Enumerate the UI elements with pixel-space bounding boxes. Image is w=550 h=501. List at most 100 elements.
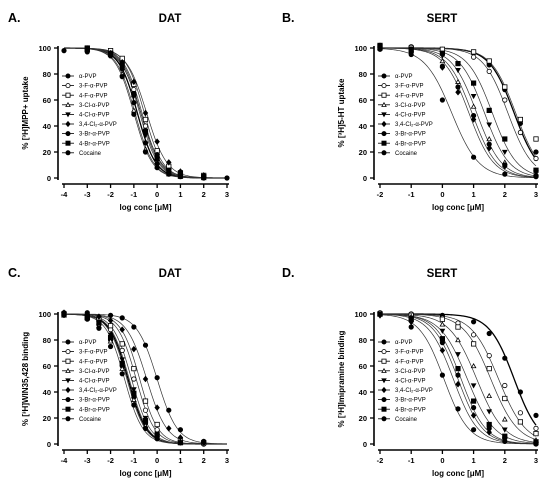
y-tick-label: 100: [38, 310, 51, 319]
data-point: [503, 434, 507, 438]
data-point: [108, 344, 112, 348]
y-tick-label: 60: [359, 96, 367, 105]
panel-label: B.: [282, 11, 295, 25]
data-point: [471, 342, 475, 346]
legend-marker: [382, 121, 386, 126]
data-point: [503, 137, 507, 141]
legend-entry: 3,4-Cl₂-α-PVP: [395, 388, 433, 394]
legend-marker: [66, 359, 70, 363]
x-axis-label: log conc [μM]: [432, 203, 484, 212]
legend-entry: 4-Br-α-PVP: [395, 141, 426, 147]
x-tick-label: 0: [155, 190, 159, 199]
data-point: [471, 428, 475, 432]
legend-marker: [382, 151, 386, 155]
y-tick-label: 60: [43, 96, 51, 105]
y-tick-label: 40: [43, 122, 51, 131]
y-tick-label: 20: [359, 148, 367, 157]
data-point: [178, 441, 182, 445]
data-point: [143, 399, 147, 403]
data-point: [534, 431, 538, 435]
legend-entry: 4-F-α-PVP: [395, 359, 423, 365]
legend-marker: [66, 350, 70, 354]
data-point: [471, 94, 475, 98]
x-tick-label: -2: [107, 190, 114, 199]
legend-marker: [382, 84, 386, 88]
x-tick-label: 2: [503, 190, 507, 199]
x-tick-label: 2: [202, 190, 206, 199]
data-point: [409, 52, 413, 56]
x-tick-label: -2: [377, 190, 384, 199]
y-tick-label: 100: [354, 310, 367, 319]
legend-entry: 3-Cl-α-PVP: [79, 103, 109, 109]
data-point: [518, 390, 522, 394]
x-tick-label: 0: [440, 456, 444, 465]
legend-entry: Cocaine: [395, 417, 418, 423]
x-tick-label: -4: [61, 190, 68, 199]
data-point: [202, 439, 206, 443]
x-tick-label: -2: [377, 456, 384, 465]
data-point: [155, 433, 159, 437]
legend-marker: [382, 407, 386, 411]
data-point: [167, 168, 171, 172]
data-point: [440, 329, 444, 333]
data-point: [534, 442, 538, 446]
legend-entry: 3-F-α-PVP: [79, 84, 107, 90]
data-point: [534, 413, 538, 417]
legend-marker: [66, 340, 70, 344]
legend-marker: [382, 359, 386, 363]
data-point: [132, 325, 136, 329]
data-point: [85, 316, 89, 320]
data-point: [487, 422, 491, 426]
data-point: [132, 403, 136, 407]
legend-marker: [382, 141, 386, 145]
legend-entry: α-PVP: [395, 74, 412, 80]
legend: α-PVP 3-F-α-PVP 4-F-α-PVP 3-Cl-α-PVP 4-Cl-α-…: [378, 74, 433, 157]
data-point: [155, 152, 159, 156]
x-tick-label: -1: [131, 190, 138, 199]
data-point: [85, 50, 89, 54]
x-tick-label: 3: [534, 456, 538, 465]
data-point: [409, 325, 413, 329]
data-point: [132, 91, 136, 95]
x-tick-label: 0: [440, 190, 444, 199]
legend-marker: [382, 103, 386, 107]
legend-marker: [66, 141, 70, 145]
data-point: [108, 313, 112, 317]
data-point: [471, 50, 475, 54]
panel-title: SERT: [427, 13, 458, 25]
data-point: [487, 108, 491, 112]
legend-entry: 4-Br-α-PVP: [79, 141, 110, 147]
data-point: [487, 123, 491, 127]
data-point: [120, 327, 124, 332]
x-tick-label: -4: [61, 456, 68, 465]
legend-entry: 3,4-Cl₂-α-PVP: [79, 122, 117, 128]
data-point: [487, 331, 491, 335]
legend-entry: α-PVP: [79, 340, 96, 346]
x-tick-label: -3: [84, 456, 91, 465]
x-tick-label: -2: [107, 456, 114, 465]
data-point: [471, 384, 475, 388]
legend-entry: 3-Cl-α-PVP: [395, 103, 425, 109]
data-point: [456, 407, 460, 411]
legend-entry: 3-Cl-α-PVP: [79, 369, 109, 375]
data-point: [132, 112, 136, 116]
legend-entry: 4-F-α-PVP: [395, 93, 423, 99]
legend-marker: [382, 113, 386, 117]
data-point: [97, 326, 101, 330]
data-point: [132, 391, 136, 395]
data-point: [456, 373, 460, 377]
legend-entry: 3-Br-α-PVP: [79, 132, 110, 138]
data-point: [471, 104, 475, 108]
legend-entry: 4-Br-α-PVP: [395, 407, 426, 413]
data-point: [534, 175, 538, 179]
data-point: [534, 150, 538, 154]
data-point: [518, 411, 522, 415]
data-point: [143, 141, 147, 145]
data-point: [456, 85, 460, 89]
data-point: [62, 48, 66, 52]
panel-title: DAT: [159, 13, 182, 25]
legend-marker: [66, 151, 70, 155]
data-point: [440, 59, 444, 63]
data-point: [155, 422, 159, 426]
legend-entry: 3-F-α-PVP: [79, 350, 107, 356]
